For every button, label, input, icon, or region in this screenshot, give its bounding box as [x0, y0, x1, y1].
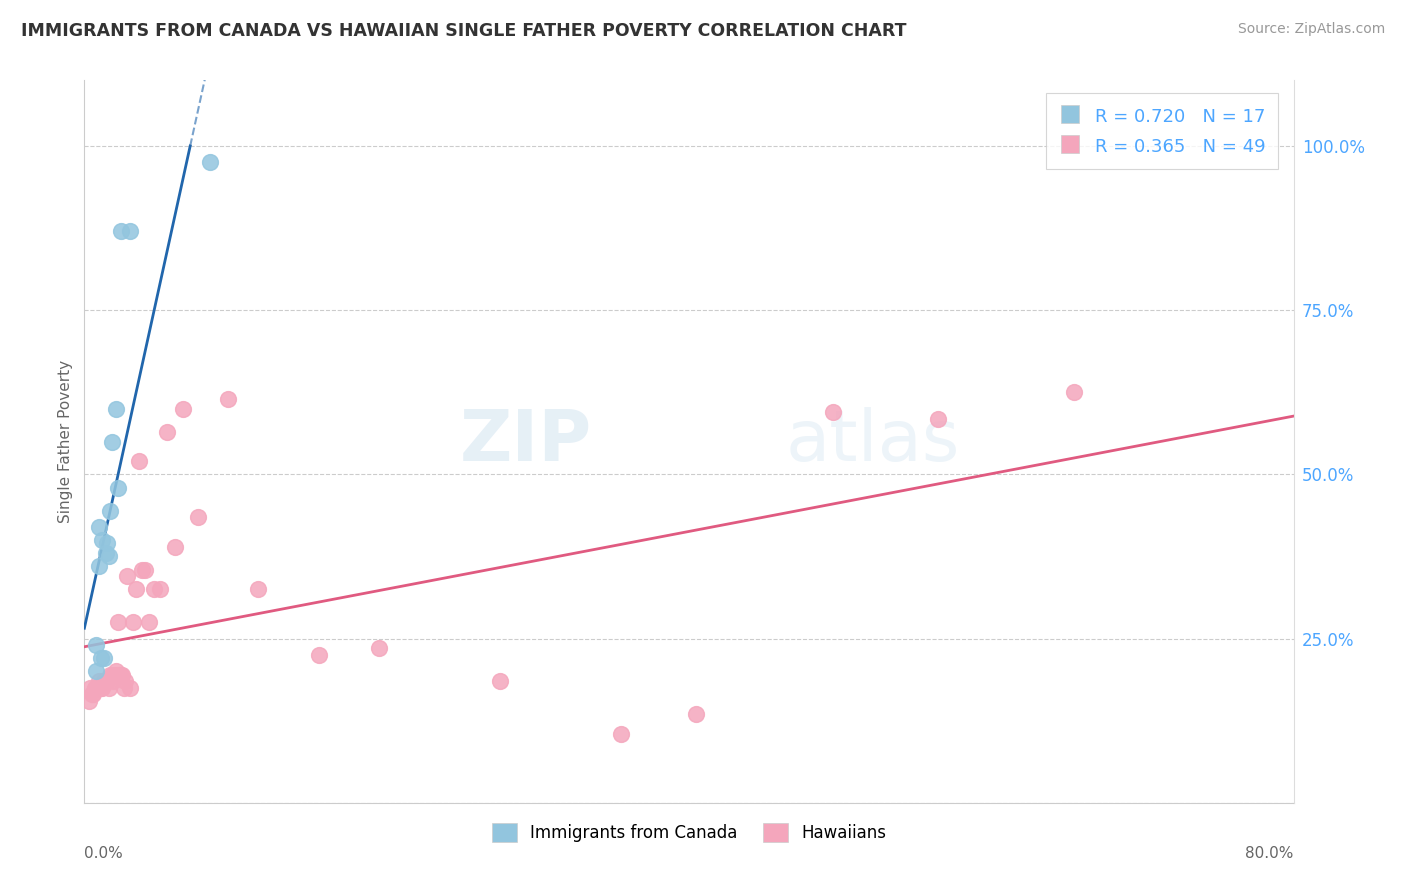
Point	[90, 651, 112, 665]
Point	[100, 667, 122, 681]
Point	[156, 425, 179, 439]
Point	[138, 615, 160, 630]
Point	[91, 533, 114, 547]
Point	[77, 694, 100, 708]
Point	[115, 569, 138, 583]
Point	[107, 615, 129, 630]
Point	[86, 681, 108, 695]
Point	[87, 681, 110, 695]
Point	[108, 667, 131, 681]
Point	[82, 687, 104, 701]
Point	[149, 582, 172, 597]
Point	[142, 582, 165, 597]
Point	[131, 563, 153, 577]
Point	[821, 405, 844, 419]
Point	[93, 651, 115, 665]
Point	[118, 224, 141, 238]
Point	[685, 707, 707, 722]
Point	[89, 674, 111, 689]
Point	[104, 667, 127, 681]
Point	[198, 155, 221, 169]
Point	[125, 582, 148, 597]
Point	[96, 536, 118, 550]
Point	[98, 503, 121, 517]
Point	[90, 681, 112, 695]
Point	[84, 681, 107, 695]
Text: atlas: atlas	[786, 407, 960, 476]
Point	[121, 615, 143, 630]
Point	[110, 667, 132, 681]
Point	[100, 434, 122, 449]
Point	[247, 582, 270, 597]
Text: 80.0%: 80.0%	[1246, 847, 1294, 861]
Point	[112, 681, 135, 695]
Point	[86, 638, 108, 652]
Point	[94, 546, 117, 560]
Text: ZIP: ZIP	[460, 407, 592, 476]
Point	[80, 687, 103, 701]
Point	[217, 392, 239, 406]
Text: IMMIGRANTS FROM CANADA VS HAWAIIAN SINGLE FATHER POVERTY CORRELATION CHART: IMMIGRANTS FROM CANADA VS HAWAIIAN SINGL…	[21, 22, 907, 40]
Point	[107, 481, 129, 495]
Legend: Immigrants from Canada, Hawaiians: Immigrants from Canada, Hawaiians	[485, 816, 893, 848]
Point	[89, 520, 111, 534]
Point	[368, 641, 391, 656]
Point	[94, 674, 117, 689]
Point	[101, 674, 124, 689]
Point	[308, 648, 330, 662]
Point	[927, 411, 949, 425]
Point	[610, 727, 633, 741]
Point	[93, 674, 115, 689]
Point	[91, 681, 114, 695]
Point	[111, 667, 134, 681]
Point	[1063, 385, 1085, 400]
Point	[105, 665, 128, 679]
Point	[97, 681, 120, 695]
Point	[114, 674, 136, 689]
Y-axis label: Single Father Poverty: Single Father Poverty	[58, 360, 73, 523]
Point	[110, 224, 132, 238]
Point	[489, 674, 512, 689]
Point	[165, 540, 187, 554]
Point	[98, 667, 121, 681]
Point	[187, 510, 209, 524]
Point	[105, 401, 128, 416]
Point	[172, 401, 194, 416]
Text: Source: ZipAtlas.com: Source: ZipAtlas.com	[1237, 22, 1385, 37]
Point	[97, 549, 120, 564]
Point	[128, 454, 150, 468]
Point	[89, 559, 111, 574]
Point	[96, 674, 118, 689]
Point	[79, 681, 101, 695]
Point	[118, 681, 141, 695]
Point	[86, 665, 108, 679]
Text: 0.0%: 0.0%	[84, 847, 124, 861]
Point	[134, 563, 156, 577]
